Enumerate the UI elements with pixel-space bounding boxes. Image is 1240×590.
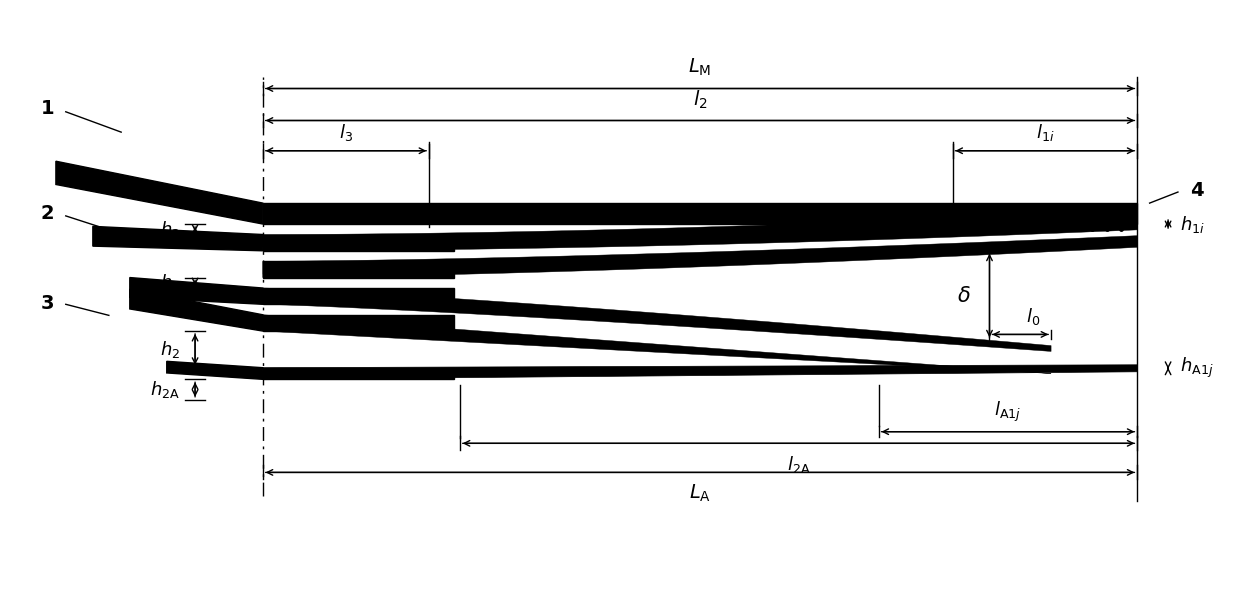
Polygon shape [263,315,454,331]
Text: $l_{\rm 2A}$: $l_{\rm 2A}$ [787,454,811,475]
Text: 2: 2 [41,204,55,223]
Text: $h_{1i}$: $h_{1i}$ [1180,214,1205,235]
Polygon shape [130,277,263,304]
Polygon shape [263,203,1137,224]
Text: $\delta$: $\delta$ [957,286,971,306]
Text: $l_{1i}$: $l_{1i}$ [1035,122,1054,143]
Text: $l_0$: $l_0$ [1025,306,1039,327]
Polygon shape [263,368,454,379]
Text: $L_{\rm A}$: $L_{\rm A}$ [689,483,711,504]
Polygon shape [263,235,1137,277]
Polygon shape [263,288,454,304]
Polygon shape [263,288,1052,352]
Text: $h_{\rm 2A}$: $h_{\rm 2A}$ [150,379,180,400]
Polygon shape [263,234,454,251]
Polygon shape [166,361,263,379]
Text: 3: 3 [41,294,55,313]
Polygon shape [130,289,263,331]
Text: $h_2$: $h_2$ [160,272,180,293]
Polygon shape [263,365,1137,379]
Polygon shape [263,261,454,277]
Polygon shape [263,315,1052,373]
Text: 4: 4 [1189,181,1203,200]
Text: 1: 1 [41,99,55,119]
Text: $h_2$: $h_2$ [160,219,180,240]
Text: $h_2$: $h_2$ [160,339,180,360]
Text: $l_{{\rm A1}j}$: $l_{{\rm A1}j}$ [994,399,1022,424]
Polygon shape [56,161,263,224]
Polygon shape [93,227,263,251]
Polygon shape [263,209,1137,251]
Text: $l_2$: $l_2$ [693,89,707,111]
Text: $L_{\rm M}$: $L_{\rm M}$ [688,57,712,78]
Text: $h_{{\rm A1}j}$: $h_{{\rm A1}j}$ [1180,356,1214,381]
Text: $l_3$: $l_3$ [339,122,353,143]
